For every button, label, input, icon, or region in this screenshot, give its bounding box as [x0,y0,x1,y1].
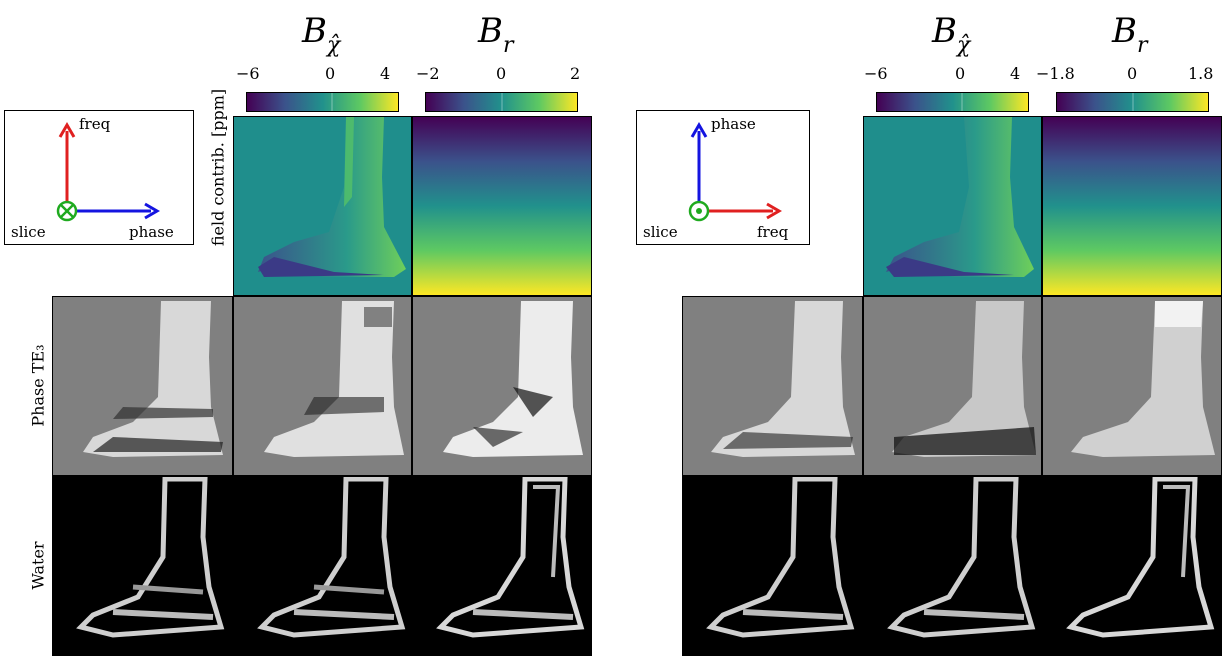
axis-label-up: freq [79,115,111,133]
axis-label-center-right: slice [643,223,678,241]
title-b-r-right: Br [1112,11,1148,58]
field-map-r-right [1042,116,1222,296]
colorbar-r-left [425,92,578,112]
row-label-water: Water [28,541,48,590]
axis-diagram-left: freq phase slice [4,110,194,245]
water-panel-1-right [682,476,863,656]
row-label-phase: Phase TE₃ [28,344,48,427]
axis-diagram-right: phase freq slice [636,110,810,245]
cbar-r-tick-min-right: −1.8 [1036,64,1075,83]
colorbar-chi-right [876,92,1029,112]
axis-label-right: phase [129,223,174,241]
colorbar-r-right [1056,92,1209,112]
cbar-r-tick-min: −2 [416,64,440,83]
field-map-chi-left [233,116,412,296]
phase-panel-2-right [863,296,1042,476]
colorbar-chi-left [246,92,399,112]
cbar-r-tick-max: 2 [570,64,581,83]
phase-panel-1-left [52,296,233,476]
water-panel-1-left [52,476,233,656]
phase-panel-2-left [233,296,412,476]
cbar-r-tick-mid: 0 [496,64,507,83]
water-panel-3-right [1042,476,1222,656]
field-map-chi-right [863,116,1042,296]
field-map-r-left [412,116,592,296]
title-b-chi-left: Bχ̂ [302,11,341,58]
water-panel-2-left [233,476,412,656]
title-b-chi-right: Bχ̂ [932,11,971,58]
phase-panel-1-right [682,296,863,476]
cbar-r-tick-max-right: 1.8 [1188,64,1214,83]
title-b-r-left: Br [478,11,514,58]
cbar-chi-tick-max-right: 4 [1010,64,1021,83]
cbar-chi-tick-mid: 0 [325,64,336,83]
phase-panel-3-right [1042,296,1222,476]
axis-label-right-right: freq [757,223,789,241]
axis-label-up-right: phase [711,115,756,133]
cbar-r-tick-mid-right: 0 [1127,64,1138,83]
cbar-chi-tick-min-right: −6 [864,64,888,83]
water-panel-2-right [863,476,1042,656]
row-label-field: field contrib. [ppm] [208,88,228,247]
phase-panel-3-left [412,296,592,476]
cbar-chi-tick-mid-right: 0 [955,64,966,83]
water-panel-3-left [412,476,592,656]
cbar-chi-tick-max: 4 [380,64,391,83]
axis-label-center: slice [11,223,46,241]
cbar-chi-tick-min: −6 [236,64,260,83]
